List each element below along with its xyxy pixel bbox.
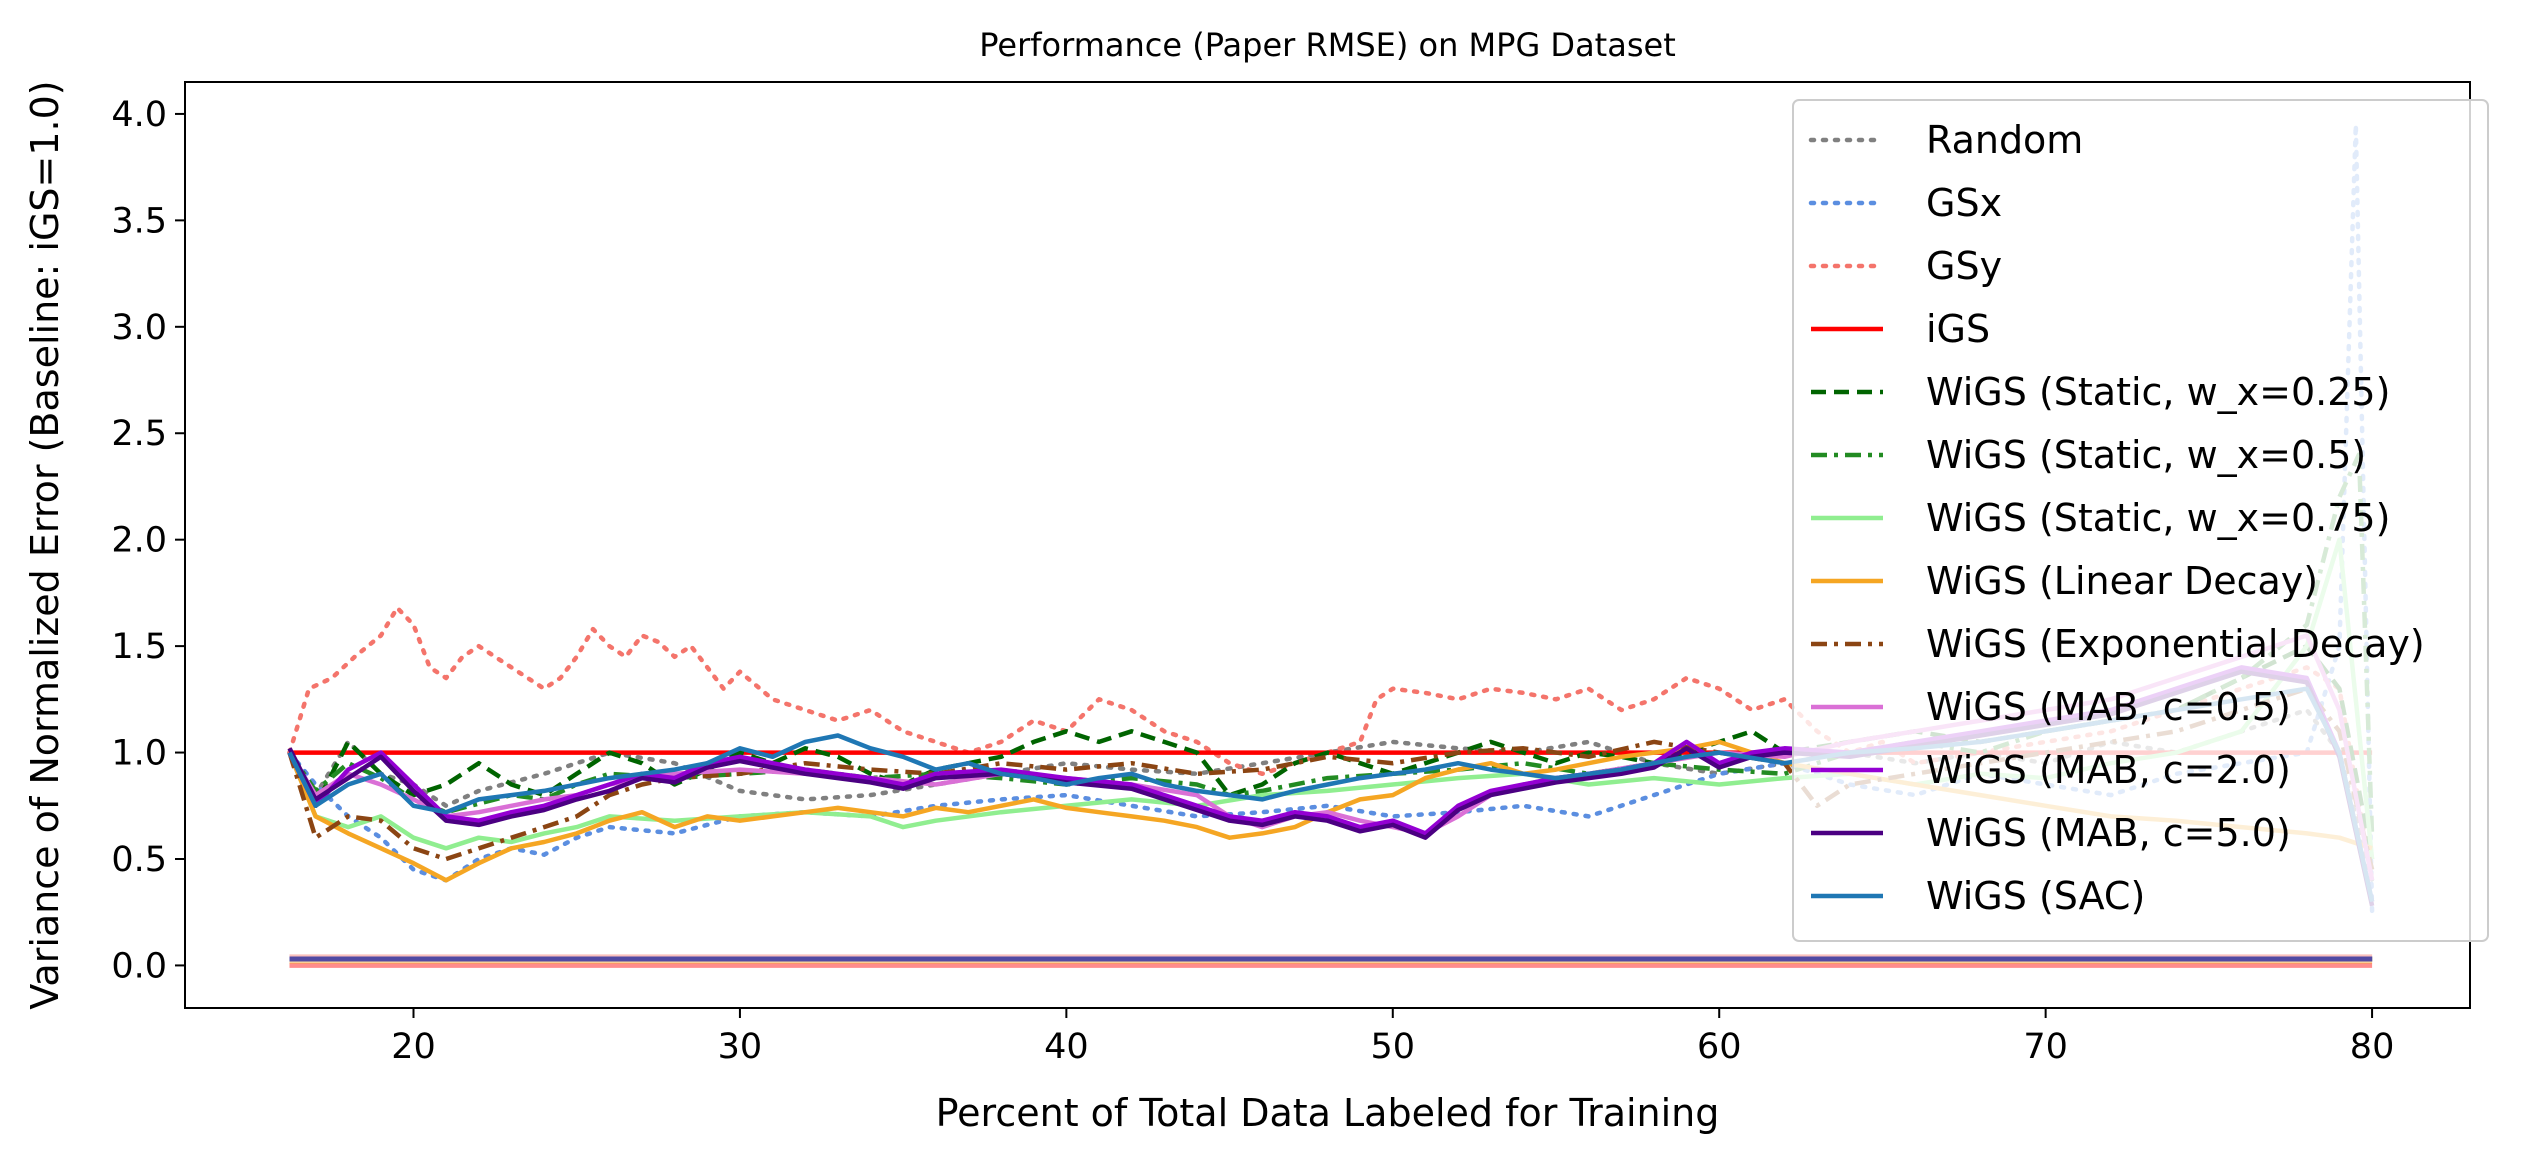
y-tick-label: 3.0: [111, 308, 167, 348]
ticks-layer: 20 30 40 50 60 70 80 0.0 0.5 1.0 1.5 2.0 2.5 3.0 3.5 4.…: [111, 95, 2394, 1067]
y-tick-label: 2.5: [111, 414, 167, 454]
legend-label: GSx: [1926, 181, 2002, 225]
chart-title: Performance (Paper RMSE) on MPG Dataset: [979, 26, 1675, 64]
legend-label: WiGS (MAB, c=5.0): [1926, 811, 2291, 855]
y-tick-label: 0.0: [111, 946, 167, 986]
y-tick-label: 2.0: [111, 521, 167, 561]
y-tick-label: 1.0: [111, 734, 167, 774]
x-tick-label: 30: [718, 1027, 763, 1067]
legend-label: WiGS (Exponential Decay): [1926, 622, 2425, 666]
legend-label: WiGS (SAC): [1926, 874, 2145, 918]
x-tick-label: 50: [1371, 1027, 1416, 1067]
y-tick-label: 1.5: [111, 627, 167, 667]
x-tick-label: 40: [1044, 1027, 1089, 1067]
legend-label: WiGS (MAB, c=0.5): [1926, 685, 2291, 729]
y-tick-label: 0.5: [111, 840, 167, 880]
legend-label: WiGS (MAB, c=2.0): [1926, 748, 2291, 792]
legend-label: WiGS (Static, w_x=0.25): [1926, 370, 2390, 414]
x-axis-label: Percent of Total Data Labeled for Traini…: [936, 1091, 1720, 1135]
legend-label: WiGS (Static, w_x=0.75): [1926, 496, 2390, 540]
legend-box: [1792, 99, 2489, 942]
y-axis-label: Variance of Normalized Error (Baseline: …: [23, 80, 67, 1009]
x-tick-label: 20: [391, 1027, 436, 1067]
x-tick-label: 80: [2350, 1027, 2395, 1067]
legend-label: GSy: [1926, 244, 2002, 288]
legend-label: WiGS (Linear Decay): [1926, 559, 2318, 603]
x-tick-label: 70: [2023, 1027, 2068, 1067]
legend-label: iGS: [1926, 307, 1990, 351]
legend: Random GSx GSy iGS WiGS (Static, w_x=0.25) Wi…: [1792, 99, 2489, 942]
y-tick-label: 4.0: [111, 95, 167, 135]
legend-label: Random: [1926, 118, 2083, 162]
x-tick-label: 60: [1697, 1027, 1742, 1067]
y-tick-label: 3.5: [111, 201, 167, 241]
legend-label: WiGS (Static, w_x=0.5): [1926, 433, 2366, 477]
